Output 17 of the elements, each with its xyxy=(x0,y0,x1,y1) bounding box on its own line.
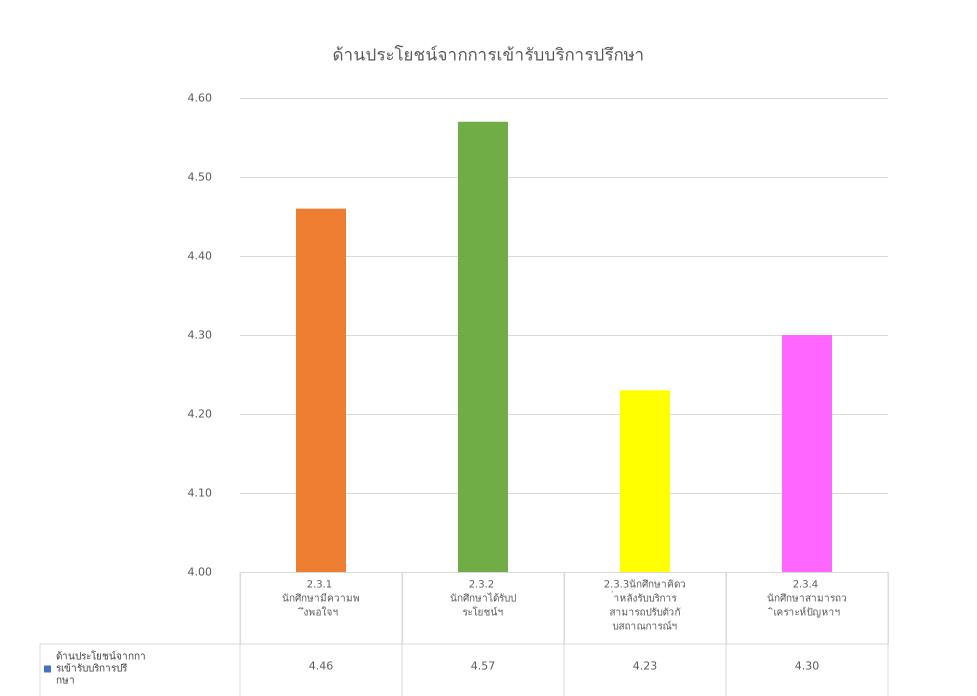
chart-title: ด้านประโยชน์จากการเข้ารับบริการปรึกษา xyxy=(332,44,644,66)
y-tick-label: 4.20 xyxy=(188,408,212,420)
data-label: 4.57 xyxy=(470,660,496,672)
y-tick-label: 4.00 xyxy=(188,566,212,578)
x-tick-label: 2.3.1 นักศึกษามีความพึงพอใจฯ xyxy=(282,580,360,618)
text: ด้านประโยชน์จากการเข้ารับบริการปรึกษา xyxy=(56,650,146,686)
x-tick-label: 2.3.4 นักศึกษาสามารถวิเคราะห์ปัญหาฯ xyxy=(767,580,847,618)
y-tick-label: 4.60 xyxy=(188,92,212,104)
x-tick-label: 2.3.3นักศึกษาคิดว่าหลังรับบริการสามารถปรับตัวกับสถาณการณ์ฯ xyxy=(604,578,686,632)
y-tick-label: 4.50 xyxy=(188,170,212,184)
y-tick-label: 4.40 xyxy=(188,250,212,262)
data-label: 4.46 xyxy=(308,660,334,672)
y-tick-label: 4.30 xyxy=(188,328,212,342)
data-label: 4.23 xyxy=(632,660,658,672)
data-label: 4.30 xyxy=(794,660,820,672)
y-tick-label: 4.10 xyxy=(188,486,212,500)
x-tick-label: 2.3.2 นักศึกษาได้รับประโยชน์ฯ xyxy=(450,580,516,618)
